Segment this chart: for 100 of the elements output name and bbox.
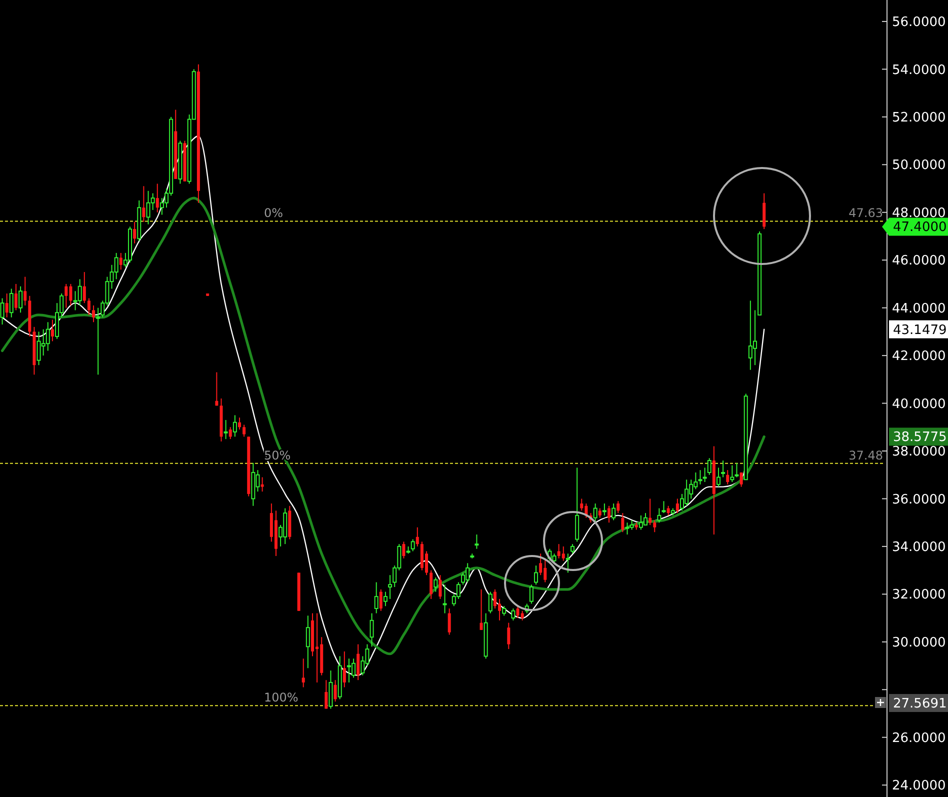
candlestick bbox=[612, 502, 616, 521]
y-tick-label: 46.0000 bbox=[892, 254, 946, 269]
y-tick-label: 24.0000 bbox=[892, 778, 946, 794]
text: 27.5691 bbox=[893, 696, 947, 712]
y-tick-label: 48.0000 bbox=[892, 206, 946, 221]
candlestick bbox=[598, 508, 602, 518]
text: 47.4000 bbox=[893, 220, 947, 236]
candlestick bbox=[698, 470, 702, 485]
candlestick bbox=[379, 588, 382, 612]
candlestick bbox=[448, 608, 451, 636]
candlestick bbox=[511, 608, 516, 621]
candlestick bbox=[356, 644, 360, 681]
candlestick bbox=[730, 464, 734, 483]
candlestick bbox=[156, 183, 159, 213]
candlestick bbox=[752, 310, 757, 366]
candlestick bbox=[580, 498, 584, 512]
y-tick-label: 52.0000 bbox=[892, 110, 946, 126]
candlestick bbox=[133, 221, 136, 244]
candlestick bbox=[762, 192, 766, 230]
candlestick bbox=[9, 288, 14, 318]
candlestick bbox=[662, 500, 666, 514]
candlestick bbox=[438, 574, 442, 600]
candlestick bbox=[442, 584, 447, 614]
candlestick bbox=[46, 322, 50, 352]
candlestick bbox=[142, 186, 146, 222]
candlestick bbox=[374, 582, 378, 614]
candlestick bbox=[388, 574, 392, 600]
candlestick bbox=[534, 565, 538, 586]
candlestick bbox=[24, 276, 27, 306]
candlestick bbox=[402, 541, 406, 559]
candlestick bbox=[520, 610, 524, 621]
candlestick bbox=[324, 680, 328, 710]
candlestick bbox=[18, 286, 23, 314]
candlestick bbox=[666, 505, 670, 516]
candlestick bbox=[114, 252, 118, 280]
candlestick bbox=[721, 460, 726, 478]
candlestick bbox=[342, 650, 346, 688]
text: 43.1479 bbox=[893, 322, 947, 338]
candlestick bbox=[648, 498, 652, 526]
y-tick-label: 34.0000 bbox=[892, 540, 946, 555]
candlestick bbox=[593, 502, 598, 524]
candlestick bbox=[87, 298, 90, 316]
candlestick bbox=[96, 307, 100, 376]
candlestick bbox=[14, 283, 18, 311]
candlestick bbox=[616, 500, 620, 514]
y-tick-label: 54.0000 bbox=[892, 62, 946, 78]
annotation: 100% bbox=[264, 690, 298, 705]
y-tick-label: 26.0000 bbox=[892, 730, 946, 746]
candlestick bbox=[434, 576, 438, 592]
text: 38.5775 bbox=[893, 430, 947, 446]
line-series bbox=[0, 196, 766, 656]
y-tick-label: 56.0000 bbox=[892, 15, 946, 30]
candlestick bbox=[653, 520, 656, 533]
candlestick bbox=[716, 467, 720, 488]
y-tick-label: 50.0000 bbox=[892, 158, 946, 174]
candlestick bbox=[480, 588, 483, 630]
candlestick bbox=[657, 508, 662, 524]
candlestick bbox=[707, 458, 712, 476]
candlestick bbox=[430, 570, 433, 600]
ref-line-label: 47.63 bbox=[848, 206, 883, 220]
candlestick bbox=[416, 526, 419, 547]
candlestick bbox=[50, 319, 54, 342]
candlestick bbox=[64, 283, 68, 308]
candlestick bbox=[260, 476, 264, 492]
candlestick bbox=[383, 591, 388, 607]
candlestick bbox=[575, 467, 580, 542]
candlestick bbox=[562, 546, 565, 562]
candlestick bbox=[5, 293, 8, 318]
candlestick bbox=[215, 372, 218, 406]
candlestick bbox=[0, 298, 4, 326]
candlestick bbox=[82, 272, 86, 304]
annotation: 0% bbox=[264, 206, 284, 220]
candlestick bbox=[702, 467, 707, 483]
candlestick bbox=[242, 424, 246, 438]
y-tick-label: 40.0000 bbox=[892, 396, 946, 412]
y-tick-label: 30.0000 bbox=[892, 635, 946, 650]
candlestick bbox=[570, 544, 575, 554]
candlestick bbox=[630, 520, 634, 530]
y-tick-label: 44.0000 bbox=[892, 301, 946, 316]
candlestick bbox=[92, 304, 96, 323]
candlestick bbox=[306, 615, 310, 669]
candlestick bbox=[507, 622, 510, 650]
candlestick bbox=[488, 591, 492, 614]
candlestick bbox=[529, 584, 534, 604]
candlestick bbox=[224, 419, 228, 440]
y-tick-label: 32.0000 bbox=[892, 588, 946, 603]
candlestick bbox=[78, 278, 82, 306]
candlestick bbox=[502, 606, 506, 616]
candlestick bbox=[608, 505, 611, 524]
candlestick bbox=[302, 658, 305, 688]
candlestick bbox=[410, 538, 415, 552]
candlestick bbox=[726, 470, 730, 485]
candlestick bbox=[228, 426, 232, 440]
y-tick-label: 42.0000 bbox=[892, 349, 946, 364]
candlestick bbox=[734, 462, 739, 478]
candlestick bbox=[328, 670, 333, 710]
candlestick bbox=[740, 472, 743, 488]
candlestick bbox=[566, 553, 570, 574]
candlestick bbox=[370, 612, 374, 648]
candlestick bbox=[119, 252, 122, 270]
